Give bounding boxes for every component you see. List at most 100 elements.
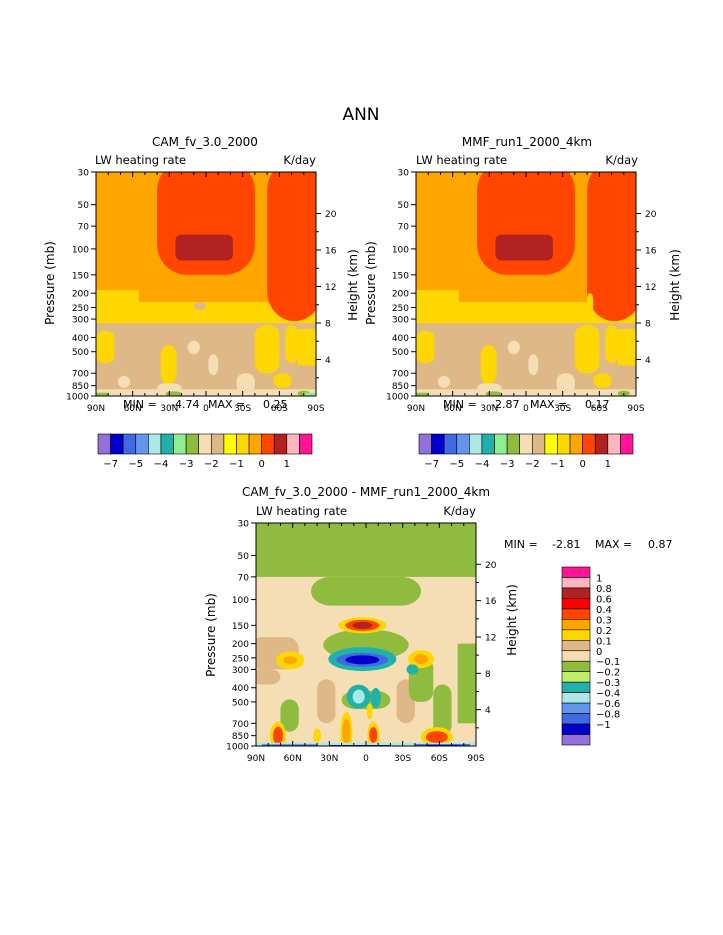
colorbar-swatch — [561, 566, 591, 578]
y-tick-label: 150 — [232, 622, 249, 632]
max-label: MAX = — [208, 398, 245, 411]
colorbar-swatch — [456, 433, 470, 455]
contour-plot-diff: 90N 60N 30N 0 30S 60S 90S 30 50 70 100 150 200 250 300… — [226, 520, 497, 765]
contour-region — [574, 325, 600, 374]
y-tick-label: 30 — [238, 520, 250, 530]
colorbar-label: −1 — [550, 459, 565, 470]
contour-region — [262, 744, 318, 746]
colorbar-label: 1 — [284, 459, 290, 470]
y-tick-label: 150 — [392, 271, 409, 281]
y-tick-label: 300 — [72, 316, 89, 326]
min-max-readout: MIN = -2.81 MAX = 0.87 — [504, 538, 673, 551]
y-tick-label: 500 — [392, 348, 409, 358]
y-tick-label: 850 — [232, 732, 249, 742]
y-tick-label: 100 — [232, 596, 249, 606]
colorbar-swatch — [210, 433, 225, 455]
contour-region — [96, 172, 136, 255]
colorbar-label: 1 — [596, 573, 602, 584]
contour-region — [256, 669, 281, 685]
contour-region — [342, 718, 351, 745]
height-tick-label: 12 — [645, 283, 656, 293]
y-tick-label: 100 — [72, 245, 89, 255]
contour-region — [414, 744, 470, 746]
colorbar-swatch — [561, 639, 591, 652]
contour-region — [457, 643, 476, 724]
min-value: -4.74 — [171, 398, 199, 411]
y-tick-label: 250 — [232, 654, 249, 664]
panel-mmf: MMF_run1_2000_4km LW heating rate K/day … — [364, 135, 682, 414]
contour-fill — [416, 172, 636, 396]
height-tick-label: 16 — [645, 246, 657, 256]
contour-region — [605, 325, 618, 364]
x-tick-label: 0 — [523, 404, 529, 414]
x-tick-label: 0 — [203, 404, 209, 414]
panel-cam: CAM_fv_3.0_2000 LW heating rate K/day MI… — [43, 135, 360, 414]
contour-region — [297, 328, 316, 366]
colorbar-swatch — [561, 660, 591, 673]
height-tick-label: 20 — [645, 210, 657, 220]
axes: 90N 60N 30N 0 30S 60S 90S 30 50 70 100 150 200 250 300… — [66, 169, 337, 415]
colorbar-label: −1 — [596, 720, 611, 731]
contour-region — [193, 302, 206, 310]
colorbar-swatch — [607, 433, 621, 455]
colorbar-label: −0.1 — [596, 657, 620, 668]
colorbar-label: −4 — [475, 459, 490, 470]
colorbar-label: 0.8 — [596, 584, 612, 595]
colorbar-label: −7 — [424, 459, 439, 470]
y-tick-label: 70 — [398, 223, 410, 233]
contour-region — [477, 383, 502, 394]
x-tick-label: 30N — [320, 754, 338, 764]
max-value: 0.87 — [648, 538, 673, 551]
contour-region — [507, 340, 520, 355]
colorbar-label: −5 — [128, 459, 143, 470]
x-tick-label: 90N — [247, 754, 265, 764]
y-tick-label: 1000 — [66, 393, 89, 403]
colorbar-swatch — [569, 433, 583, 455]
contour-region — [587, 293, 594, 315]
y-tick-label: 500 — [72, 348, 89, 358]
colorbar-swatch — [431, 433, 445, 455]
min-value: -2.81 — [552, 538, 580, 551]
contour-region — [157, 383, 182, 394]
y-tick-label: 50 — [78, 201, 90, 211]
colorbar-label: −5 — [449, 459, 464, 470]
min-value: -2.87 — [491, 398, 519, 411]
contour-region — [280, 699, 299, 732]
colorbar-swatch — [561, 702, 591, 714]
x-tick-label: 30N — [480, 404, 498, 414]
contour-region — [160, 344, 177, 385]
contour-plot-mmf: 90N 60N 30N 0 30S 60S 90S 30 50 70 100 150 200 250 300… — [386, 169, 657, 415]
y-tick-label: 50 — [398, 201, 410, 211]
colorbar-label: −1 — [229, 459, 244, 470]
x-tick-label: 30S — [234, 404, 251, 414]
y-tick-label: 300 — [232, 666, 249, 676]
colorbar-swatch — [494, 433, 508, 455]
height-tick-label: 8 — [325, 319, 331, 329]
colorbar-label: −3 — [500, 459, 515, 470]
contour-region — [366, 703, 373, 720]
colorbar-swatch — [561, 692, 591, 704]
panel-left-label: LW heating rate — [256, 504, 347, 518]
contour-region — [495, 234, 553, 261]
colorbar-swatch — [223, 433, 237, 455]
contour-region — [369, 726, 378, 743]
colorbar-label: 0.4 — [596, 605, 612, 616]
x-tick-label: 60N — [284, 754, 302, 764]
contour-region — [352, 689, 365, 704]
contour-region — [313, 728, 322, 743]
colorbar-label: 1 — [605, 459, 611, 470]
y-tick-label: 400 — [72, 334, 89, 344]
min-max-readout: MIN = -2.87 MAX = 0.17 — [443, 398, 610, 411]
colorbar-swatch — [160, 433, 174, 455]
contour-region — [438, 375, 451, 388]
x-tick-label: 60N — [444, 404, 462, 414]
contour-region — [256, 523, 476, 577]
contour-region — [96, 330, 115, 364]
x-tick-label: 90S — [467, 754, 484, 764]
colorbar-swatch — [582, 433, 596, 455]
height-tick-label: 8 — [645, 319, 651, 329]
y-tick-label: 850 — [72, 382, 89, 392]
contour-region — [416, 330, 435, 364]
colorbar-label: 0.6 — [596, 594, 612, 605]
